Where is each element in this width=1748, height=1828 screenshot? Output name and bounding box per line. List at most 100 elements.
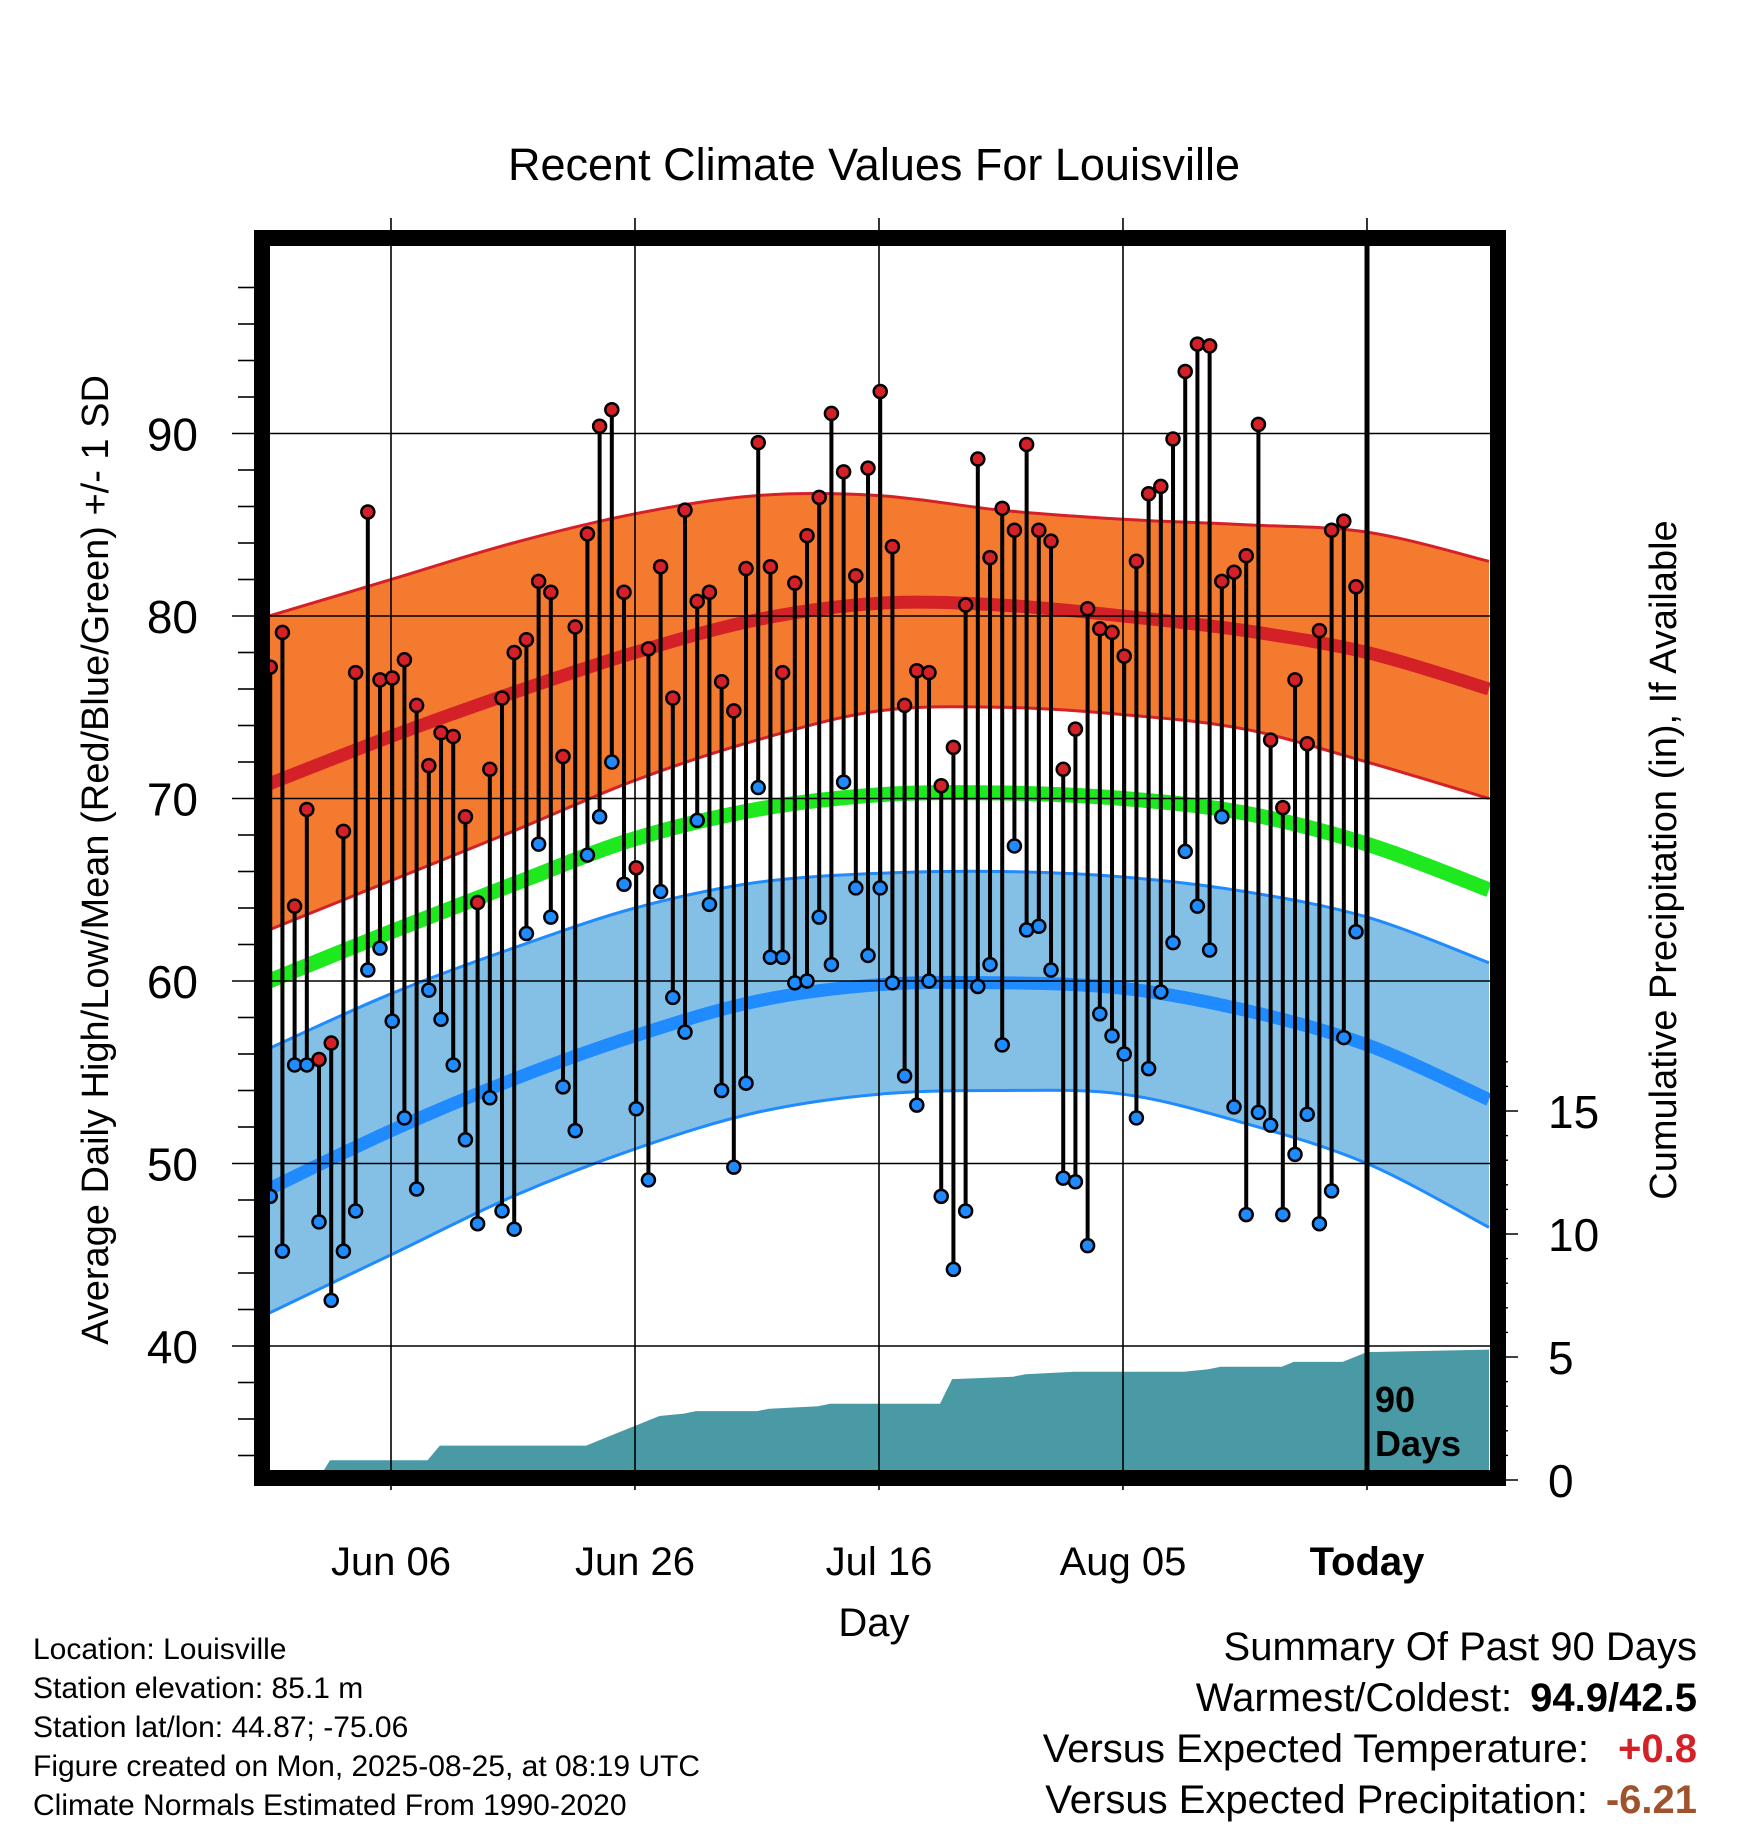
daily-high-point [896, 697, 913, 714]
daily-low-point [701, 896, 718, 913]
daily-low-point [823, 956, 840, 973]
daily-low-point [884, 975, 901, 991]
daily-low-point [726, 1159, 742, 1175]
warmest-coldest-value: 94.9/42.5 [1530, 1676, 1697, 1720]
daily-high-point [274, 624, 291, 641]
daily-high-point [323, 1035, 339, 1051]
daily-high-point [762, 558, 779, 575]
daily-low-point [311, 1214, 327, 1230]
daily-high-point [689, 593, 705, 610]
daily-high-point [726, 703, 742, 719]
y-tick-label: 90 [147, 409, 198, 461]
daily-low-point [1299, 1106, 1315, 1122]
daily-high-point [921, 664, 937, 681]
daily-high-point [945, 739, 962, 756]
daily-high-point [1153, 478, 1169, 495]
daily-low-point [1067, 1174, 1084, 1190]
daily-low-point [1006, 838, 1023, 854]
daily-low-point [1177, 843, 1193, 860]
daily-low-point [396, 1110, 413, 1126]
daily-high-point [811, 489, 827, 506]
daily-low-point [835, 774, 852, 790]
daily-low-point [738, 1075, 754, 1091]
daily-high-point [1299, 736, 1315, 752]
daily-high-point [1067, 721, 1084, 737]
daily-high-point [604, 402, 620, 418]
daily-low-point [1153, 984, 1169, 1000]
daily-high-point [823, 405, 840, 422]
daily-low-point [518, 925, 535, 942]
daily-low-point [274, 1243, 291, 1259]
daily-low-point [567, 1122, 583, 1139]
daily-low-point [1079, 1237, 1096, 1254]
daily-high-point [1348, 579, 1364, 595]
daily-low-point [713, 1082, 730, 1099]
chart-title: Recent Climate Values For Louisville [508, 139, 1240, 190]
daily-low-point [665, 989, 681, 1006]
y-tick-label: 80 [147, 591, 198, 643]
precipitation-area [323, 1349, 1489, 1470]
daily-high-point [860, 460, 876, 476]
daily-high-point [750, 434, 766, 451]
x-tick-label: Jun 06 [331, 1540, 451, 1584]
daily-high-point [1323, 522, 1340, 538]
daily-low-point [604, 754, 620, 770]
daily-low-point [957, 1203, 974, 1219]
summary-panel: Summary Of Past 90 Days Warmest/Coldest:… [1043, 1622, 1697, 1826]
daily-high-point [909, 663, 925, 679]
daily-high-point [628, 860, 644, 876]
daily-high-point [1250, 416, 1267, 433]
daily-high-point [1006, 522, 1023, 538]
daily-high-point [970, 451, 986, 467]
daily-high-point [408, 697, 425, 714]
daily-high-point [530, 573, 547, 590]
daily-high-point [774, 664, 791, 681]
daily-high-point [799, 527, 815, 544]
daily-high-point [299, 801, 315, 818]
precip-departure-value: -6.21 [1605, 1778, 1697, 1822]
y2-tick-label: 15 [1548, 1086, 1599, 1138]
daily-high-point [335, 823, 352, 840]
y-tick-label: 40 [147, 1321, 198, 1373]
daily-low-point [506, 1221, 522, 1237]
daily-low-point [933, 1188, 949, 1205]
daily-low-point [543, 909, 559, 925]
daily-high-point [1140, 485, 1157, 502]
normals-text: Climate Normals Estimated From 1990-2020 [33, 1789, 627, 1822]
location-text: Location: Louisville [33, 1633, 287, 1666]
daily-low-point [530, 836, 547, 852]
station-info: Location: Louisville Station elevation: … [33, 1630, 700, 1825]
daily-low-point [1165, 934, 1181, 951]
y2-axis-label: Cumulative Precipitation (in), If Availa… [1643, 520, 1685, 1199]
y2-tick-label: 0 [1548, 1455, 1574, 1507]
daily-low-point [750, 779, 766, 796]
daily-high-point [872, 383, 888, 400]
daily-low-point [1116, 1046, 1132, 1062]
precip-departure-label: Versus Expected Precipitation: [1045, 1778, 1588, 1822]
daily-high-point [665, 690, 681, 706]
daily-low-point [677, 1024, 693, 1040]
daily-low-point [335, 1243, 352, 1259]
daily-low-point [1043, 962, 1059, 978]
warmest-coldest-row: Warmest/Coldest: 94.9/42.5 [1043, 1673, 1697, 1724]
daily-high-point [543, 584, 559, 601]
daily-low-point [1201, 942, 1218, 958]
daily-low-point [628, 1101, 644, 1117]
daily-high-point [848, 568, 864, 584]
daily-high-point [713, 673, 730, 690]
plot-frame [254, 230, 1506, 1486]
daily-high-point [1116, 648, 1132, 664]
x-tick-label: Today [1310, 1540, 1426, 1584]
daily-high-point [1165, 431, 1181, 447]
daily-high-point [933, 777, 949, 794]
daily-high-point [1275, 799, 1291, 816]
daily-high-point [787, 575, 803, 591]
daily-low-point [652, 883, 669, 900]
daily-low-point [640, 1172, 657, 1188]
daily-low-point [860, 947, 876, 964]
daily-high-point [701, 584, 718, 601]
daily-high-point [445, 728, 461, 745]
daily-low-point [408, 1181, 425, 1197]
daily-low-point [982, 956, 998, 973]
temp-departure-row: Versus Expected Temperature: +0.8 [1043, 1724, 1697, 1775]
